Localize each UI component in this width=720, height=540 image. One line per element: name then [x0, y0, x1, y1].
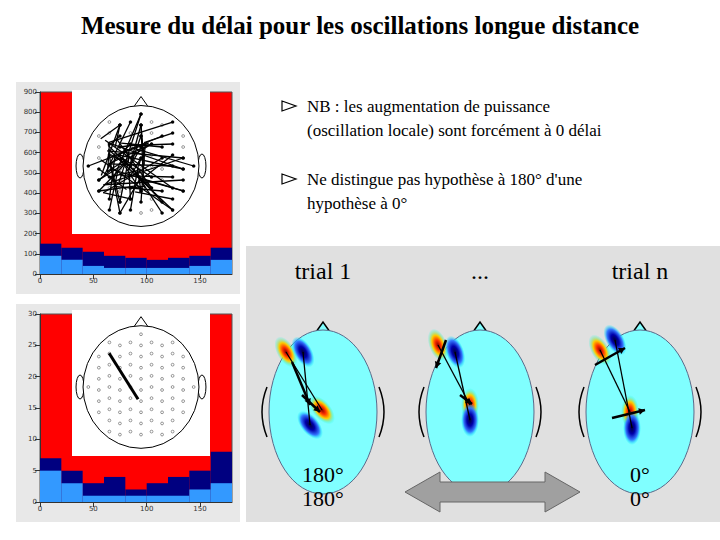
svg-text:500: 500	[24, 169, 37, 177]
svg-text:0: 0	[38, 505, 42, 513]
svg-text:100: 100	[140, 277, 153, 285]
svg-text:180°: 180°	[302, 462, 344, 487]
svg-text:0: 0	[33, 498, 37, 506]
svg-text:trial n: trial n	[612, 258, 669, 284]
svg-text:600: 600	[24, 149, 37, 157]
svg-text:0: 0	[38, 277, 42, 285]
svg-text:20: 20	[28, 373, 37, 381]
svg-text:180°: 180°	[302, 486, 344, 511]
svg-text:Mesure du délai pour les oscil: Mesure du délai pour les oscillations lo…	[81, 12, 639, 39]
svg-text:hypothèse à 0°: hypothèse à 0°	[307, 194, 407, 213]
svg-text:0°: 0°	[630, 462, 650, 487]
svg-text:100: 100	[24, 250, 37, 258]
svg-text:700: 700	[24, 128, 37, 136]
svg-text:10: 10	[28, 435, 37, 443]
svg-text:100: 100	[140, 505, 153, 513]
svg-text:300: 300	[24, 209, 37, 217]
svg-text:25: 25	[28, 341, 37, 349]
svg-text:5: 5	[33, 467, 37, 475]
svg-text:0°: 0°	[630, 486, 650, 511]
svg-text:...: ...	[471, 258, 489, 284]
svg-text:800: 800	[24, 108, 37, 116]
svg-text:50: 50	[89, 277, 98, 285]
svg-text:15: 15	[28, 404, 37, 412]
svg-text:400: 400	[24, 189, 37, 197]
svg-text:900: 900	[24, 88, 37, 96]
svg-text:50: 50	[89, 505, 98, 513]
svg-text:30: 30	[28, 310, 37, 318]
svg-text:0: 0	[33, 270, 37, 278]
svg-text:trial 1: trial 1	[295, 258, 352, 284]
svg-text:200: 200	[24, 230, 37, 238]
svg-text:150: 150	[193, 277, 206, 285]
svg-text:150: 150	[193, 505, 206, 513]
svg-text:Ne distingue pas hypothèse à 1: Ne distingue pas hypothèse à 180° d'une	[307, 170, 582, 189]
svg-text:(oscillation locale) sont forc: (oscillation locale) sont forcément à 0 …	[307, 121, 602, 140]
svg-text:NB : les augmentation de puiss: NB : les augmentation de puissance	[307, 97, 550, 116]
